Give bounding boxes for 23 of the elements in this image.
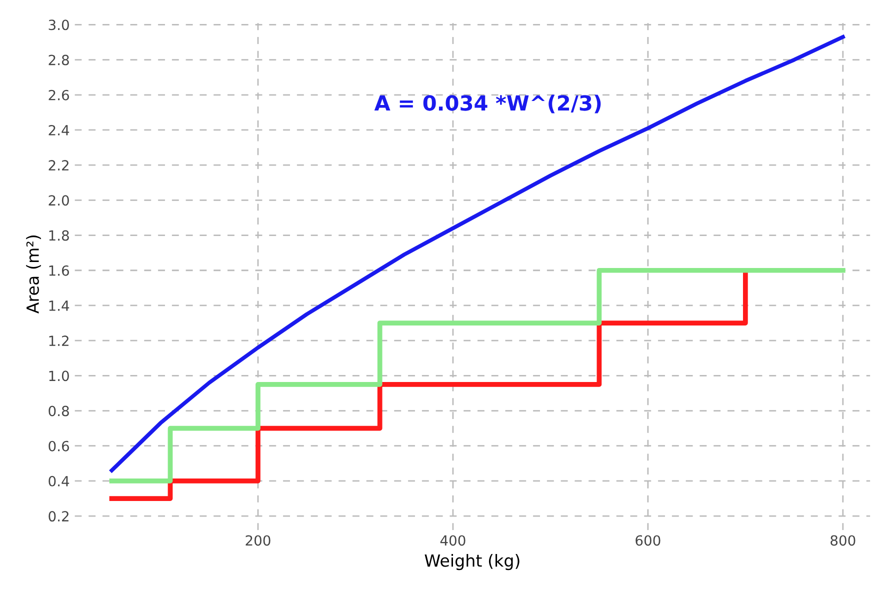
annotation: A = 0.034 *W^(2/3) xyxy=(374,94,601,114)
y-tick-label: 2.0 xyxy=(48,195,69,206)
y-tick-label: 2.4 xyxy=(48,124,70,136)
y-tick-label: 2.6 xyxy=(48,90,69,100)
x-tick-label: 600 xyxy=(636,535,660,546)
y-tick-label: 0.6 xyxy=(48,440,69,452)
y-tick-label: 0.8 xyxy=(48,406,69,416)
line-series xyxy=(110,35,845,472)
y-tick-label: 1.4 xyxy=(49,300,70,311)
y-tick-label: 2.2 xyxy=(48,160,68,170)
y-tick-label: 1.6 xyxy=(49,265,69,276)
y-axis-title: Area (m²) xyxy=(26,236,41,314)
y-tick-label: 0.2 xyxy=(48,511,68,522)
x-tick-label: 200 xyxy=(246,535,270,546)
y-tick-label: 2.8 xyxy=(48,54,69,66)
y-tick-label: 1.0 xyxy=(49,370,69,382)
x-axis-title: Weight (kg) xyxy=(424,554,520,570)
y-tick-label: 1.2 xyxy=(49,336,68,346)
y-tick-label: 3.0 xyxy=(48,20,69,30)
x-tick-label: 400 xyxy=(440,535,466,546)
y-tick-label: 0.4 xyxy=(48,476,70,486)
y-tick-label: 1.8 xyxy=(49,230,69,241)
x-tick-label: 800 xyxy=(830,535,856,546)
